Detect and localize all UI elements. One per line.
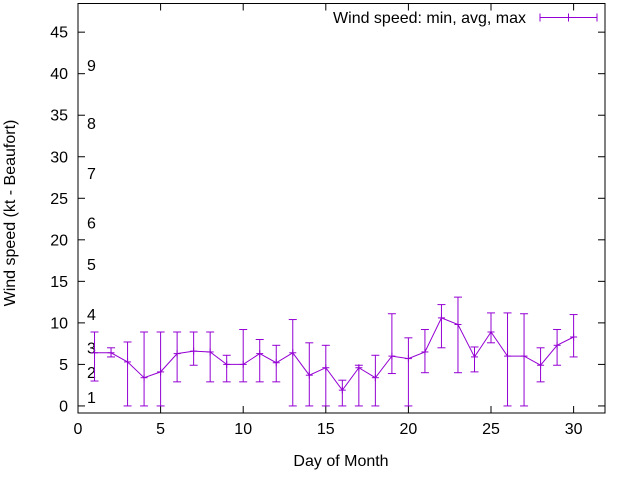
beaufort-scale-label: 8 (87, 116, 96, 133)
beaufort-scale-label: 9 (87, 58, 96, 75)
beaufort-scale-label: 3 (87, 340, 96, 357)
avg-line (94, 317, 574, 392)
x-axis-label: Day of Month (293, 453, 388, 470)
y-tick-label: 35 (50, 108, 68, 125)
plot-border (77, 3, 606, 414)
beaufort-scale-label: 5 (87, 257, 96, 274)
beaufort-scale-label: 7 (87, 166, 96, 183)
y-tick-label: 15 (50, 274, 68, 291)
x-tick-label: 15 (317, 421, 335, 438)
y-tick-label: 40 (50, 66, 68, 83)
x-tick-label: 5 (156, 421, 165, 438)
x-tick-label: 20 (400, 421, 418, 438)
y-tick-label: 0 (59, 398, 68, 415)
beaufort-scale-label: 1 (87, 390, 96, 407)
y-tick-label: 20 (50, 232, 68, 249)
beaufort-scale-label: 2 (87, 365, 96, 382)
y-tick-label: 5 (59, 357, 68, 374)
y-tick-label: 30 (50, 149, 68, 166)
legend-label: Wind speed: min, avg, max (333, 10, 526, 27)
y-tick-label: 10 (50, 315, 68, 332)
x-tick-label: 30 (565, 421, 583, 438)
x-tick-label: 25 (482, 421, 500, 438)
x-tick-label: 0 (74, 421, 83, 438)
y-axis-label: Wind speed (kt - Beaufort) (2, 120, 19, 307)
y-tick-label: 45 (50, 25, 68, 42)
beaufort-scale-label: 4 (87, 307, 96, 324)
y-tick-label: 25 (50, 191, 68, 208)
beaufort-scale-label: 6 (87, 216, 96, 233)
x-tick-label: 10 (234, 421, 252, 438)
